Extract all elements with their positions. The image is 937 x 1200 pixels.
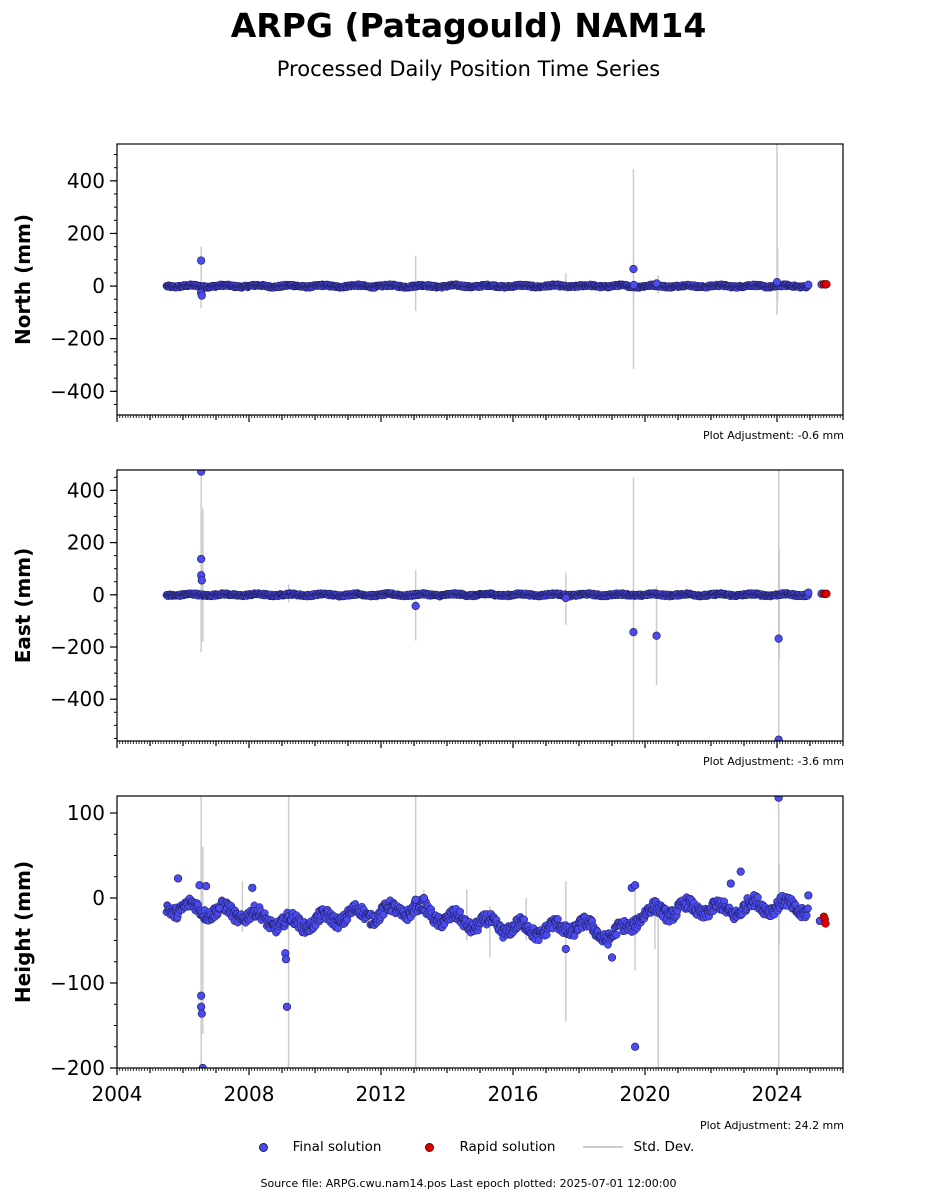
north-panel: 400 200 0 −200 −400 North (mm) (11, 143, 844, 422)
east-y-tick-label: 200 (67, 531, 105, 555)
east-plot-adjustment: Plot Adjustment: -3.6 mm (703, 755, 844, 768)
legend-label-final: Final solution (292, 1139, 382, 1155)
height-y-tick-label: −200 (50, 1056, 105, 1080)
east-y-tick-label: −200 (50, 635, 105, 659)
east-plot-area (162, 470, 831, 741)
east-y-tick-label: 0 (92, 583, 105, 607)
north-final-outlier (197, 256, 206, 265)
north-y-tick-label: 200 (67, 221, 105, 245)
height-x-tick-label: 2016 (488, 1082, 539, 1106)
height-y-tick-label: 0 (92, 886, 105, 910)
height-final-point (520, 915, 529, 924)
height-x-tick-label: 2008 (224, 1082, 275, 1106)
height-final-outlier (630, 881, 640, 890)
height-final-point (612, 930, 621, 939)
east-y-tick-label: −400 (50, 687, 105, 711)
height-final-point (456, 907, 465, 916)
east-final-outlier (652, 631, 661, 640)
legend-label-rapid: Rapid solution (459, 1139, 556, 1155)
height-final-point (754, 893, 762, 902)
east-panel: 400 200 0 −200 −400 East (mm) (11, 469, 844, 748)
east-final-outlier (774, 735, 783, 741)
east-final-outlier (197, 554, 206, 564)
north-plot-area (162, 144, 831, 369)
height-final-outlier (607, 953, 617, 962)
height-y-tick-label: 100 (67, 801, 105, 825)
north-final-outlier (804, 280, 813, 289)
height-final-outlier (736, 867, 745, 876)
height-x-tick-label: 2020 (620, 1082, 671, 1106)
height-final-point (554, 915, 562, 923)
height-final-outlier (726, 879, 735, 888)
height-final-outlier (173, 874, 183, 883)
height-rapid-point (821, 919, 830, 928)
height-plot-area (162, 796, 830, 1068)
chart-title: ARPG (Patagould) NAM14 (230, 6, 707, 45)
east-frame (116, 469, 844, 742)
height-final-outlier (197, 1009, 206, 1018)
north-plot-adjustment: Plot Adjustment: -0.6 mm (703, 429, 844, 442)
north-final-outlier (772, 278, 782, 287)
north-final-outlier (197, 291, 206, 300)
east-final-outlier (197, 576, 206, 585)
east-final-outlier (804, 588, 813, 597)
height-final-outlier (282, 1002, 292, 1011)
height-final-outlier (774, 796, 783, 802)
legend-item-final: Final solution (243, 1139, 382, 1155)
stddev-line-icon (583, 1140, 624, 1154)
north-rapid-point (822, 280, 831, 289)
height-final-outlier (215, 904, 224, 913)
height-final-outlier (197, 1002, 206, 1011)
height-final-outlier (411, 895, 420, 904)
height-final-outlier (281, 955, 291, 964)
height-final-outlier (202, 881, 211, 891)
legend: Final solution Rapid solution Std. Dev. (0, 1138, 937, 1156)
source-file-note: Source file: ARPG.cwu.nam14.pos Last epo… (260, 1177, 677, 1190)
east-final-outlier (629, 628, 638, 637)
final-solution-marker-icon (243, 1140, 283, 1154)
north-y-tick-label: −200 (50, 327, 105, 351)
height-final-outlier (561, 944, 570, 954)
height-x-tick-label: 2024 (752, 1082, 803, 1106)
east-rapid-point (822, 589, 831, 598)
east-final-outlier (197, 470, 206, 476)
height-final-point (804, 904, 812, 913)
north-final-outlier (652, 279, 661, 288)
height-x-tick-label: 2012 (356, 1082, 407, 1106)
north-y-tick-label: 0 (92, 274, 105, 298)
legend-label-stddev: Std. Dev. (633, 1139, 695, 1155)
east-y-tick-label: 400 (67, 478, 105, 502)
north-y-tick-label: 400 (67, 169, 105, 193)
height-final-outlier (804, 891, 813, 900)
north-final-outlier (629, 280, 638, 290)
height-plot-adjustment: Plot Adjustment: 24.2 mm (699, 1119, 844, 1132)
north-frame (116, 143, 844, 416)
height-final-point (379, 910, 388, 919)
legend-item-stddev: Std. Dev. (583, 1139, 694, 1155)
chart-subtitle: Processed Daily Position Time Series (276, 57, 661, 81)
height-final-point (542, 931, 551, 939)
north-y-axis-label: North (mm) (11, 214, 35, 345)
height-final-outlier (630, 1042, 640, 1051)
height-final-outlier (197, 991, 206, 1000)
east-final-outlier (774, 634, 783, 643)
height-y-axis-label: Height (mm) (11, 861, 35, 1003)
north-final-outlier (629, 264, 638, 274)
rapid-solution-marker-icon (409, 1140, 449, 1154)
east-y-axis-label: East (mm) (11, 548, 35, 664)
height-final-outlier (248, 883, 257, 892)
height-x-tick-label: 2004 (92, 1082, 143, 1106)
height-final-outlier (419, 893, 429, 903)
legend-item-rapid: Rapid solution (409, 1139, 555, 1155)
height-y-tick-label: −100 (50, 971, 105, 995)
east-final-outlier (561, 593, 570, 603)
north-y-tick-label: −400 (50, 379, 105, 403)
east-final-outlier (411, 601, 420, 611)
